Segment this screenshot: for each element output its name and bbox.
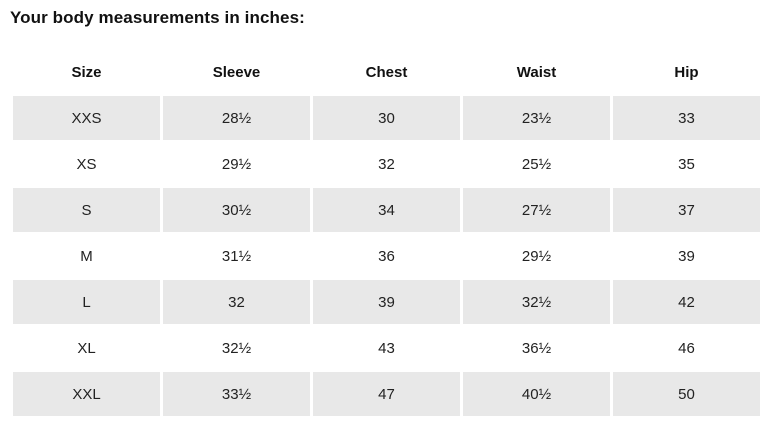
table-row: M 31½ 36 29½ 39 xyxy=(13,234,760,278)
table-body: XXS 28½ 30 23½ 33 XS 29½ 32 25½ 35 S 30½ 34 27½ 37 M 31½… xyxy=(13,96,760,416)
measurement-cell: 37 xyxy=(613,188,760,232)
column-header-size: Size xyxy=(13,50,160,94)
measurement-cell: 30 xyxy=(313,96,460,140)
measurement-cell: 33½ xyxy=(163,372,310,416)
column-header-sleeve: Sleeve xyxy=(163,50,310,94)
size-cell: L xyxy=(13,280,160,324)
table-row: L 32 39 32½ 42 xyxy=(13,280,760,324)
measurement-cell: 30½ xyxy=(163,188,310,232)
measurement-cell: 34 xyxy=(313,188,460,232)
size-cell: XXL xyxy=(13,372,160,416)
measurement-cell: 23½ xyxy=(463,96,610,140)
table-row: XXL 33½ 47 40½ 50 xyxy=(13,372,760,416)
measurement-cell: 39 xyxy=(313,280,460,324)
table-row: XS 29½ 32 25½ 35 xyxy=(13,142,760,186)
table-row: XL 32½ 43 36½ 46 xyxy=(13,326,760,370)
measurement-cell: 29½ xyxy=(463,234,610,278)
measurement-cell: 25½ xyxy=(463,142,610,186)
measurement-cell: 46 xyxy=(613,326,760,370)
measurement-cell: 32½ xyxy=(163,326,310,370)
measurement-cell: 50 xyxy=(613,372,760,416)
measurements-table: Size Sleeve Chest Waist Hip XXS 28½ 30 23½ 33 XS 2… xyxy=(10,48,763,418)
measurement-cell: 35 xyxy=(613,142,760,186)
measurement-cell: 28½ xyxy=(163,96,310,140)
measurement-cell: 29½ xyxy=(163,142,310,186)
page-title: Your body measurements in inches: xyxy=(10,8,305,27)
size-cell: XS xyxy=(13,142,160,186)
table-row: S 30½ 34 27½ 37 xyxy=(13,188,760,232)
table-row: XXS 28½ 30 23½ 33 xyxy=(13,96,760,140)
measurement-cell: 42 xyxy=(613,280,760,324)
measurement-cell: 32½ xyxy=(463,280,610,324)
table-header-row: Size Sleeve Chest Waist Hip xyxy=(13,50,760,94)
measurement-cell: 47 xyxy=(313,372,460,416)
measurement-cell: 31½ xyxy=(163,234,310,278)
measurement-cell: 40½ xyxy=(463,372,610,416)
measurement-cell: 36 xyxy=(313,234,460,278)
measurement-cell: 27½ xyxy=(463,188,610,232)
size-cell: S xyxy=(13,188,160,232)
table-header: Size Sleeve Chest Waist Hip xyxy=(13,50,760,94)
column-header-waist: Waist xyxy=(463,50,610,94)
size-cell: XXS xyxy=(13,96,160,140)
column-header-hip: Hip xyxy=(613,50,760,94)
size-cell: M xyxy=(13,234,160,278)
measurement-cell: 33 xyxy=(613,96,760,140)
measurement-cell: 43 xyxy=(313,326,460,370)
measurement-cell: 32 xyxy=(313,142,460,186)
measurement-cell: 32 xyxy=(163,280,310,324)
measurement-cell: 39 xyxy=(613,234,760,278)
column-header-chest: Chest xyxy=(313,50,460,94)
measurement-cell: 36½ xyxy=(463,326,610,370)
size-cell: XL xyxy=(13,326,160,370)
